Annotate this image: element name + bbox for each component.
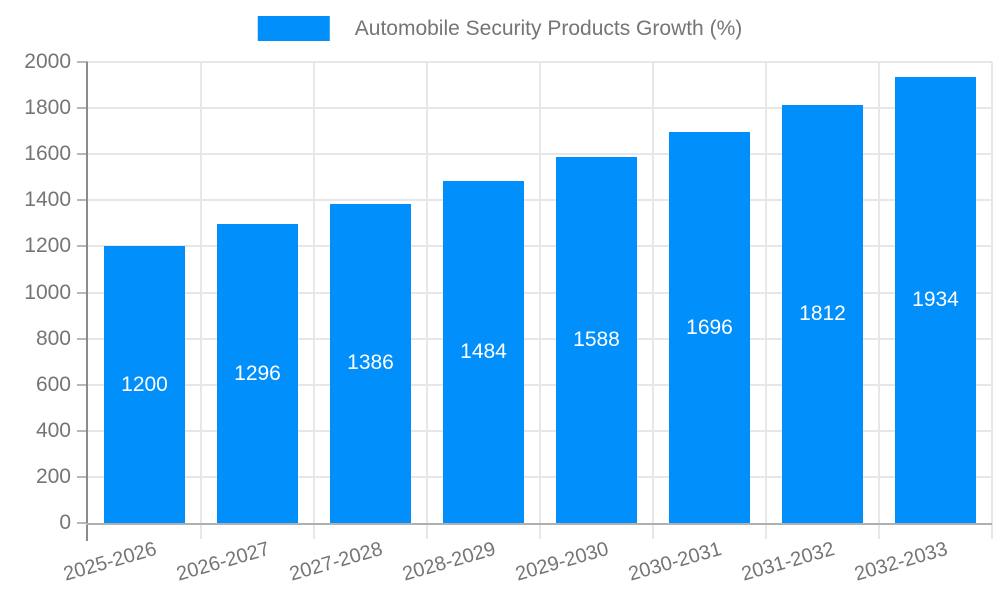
bar[interactable] bbox=[782, 105, 863, 523]
legend-swatch-icon bbox=[257, 16, 330, 41]
y-axis-label: 1800 bbox=[24, 96, 71, 120]
x-axis-line bbox=[86, 523, 992, 525]
x-axis-label: 2030-2031 bbox=[625, 538, 724, 586]
gridline-v bbox=[765, 62, 767, 539]
bar-value-label: 1386 bbox=[347, 351, 394, 375]
bar[interactable] bbox=[330, 203, 411, 523]
gridline-v bbox=[991, 62, 993, 539]
x-axis-label: 2032-2033 bbox=[851, 538, 950, 586]
gridline-v bbox=[539, 62, 541, 539]
legend-label: Automobile Security Products Growth (%) bbox=[354, 16, 743, 40]
gridline-v bbox=[313, 62, 315, 539]
y-tick bbox=[77, 429, 88, 432]
bar[interactable] bbox=[104, 246, 185, 523]
y-axis-label: 0 bbox=[59, 511, 71, 534]
x-axis-label: 2031-2032 bbox=[738, 538, 837, 586]
x-axis-label: 2026-2027 bbox=[173, 538, 272, 586]
gridline-v bbox=[426, 62, 428, 539]
y-tick bbox=[77, 383, 88, 386]
bar[interactable] bbox=[669, 132, 750, 523]
legend-item[interactable]: Automobile Security Products Growth (%) bbox=[257, 16, 743, 41]
y-axis-label: 200 bbox=[35, 464, 71, 488]
bar-value-label: 1812 bbox=[799, 302, 846, 326]
bar[interactable] bbox=[895, 77, 976, 523]
gridline-v bbox=[200, 62, 202, 539]
bar-value-label: 1696 bbox=[686, 315, 733, 339]
y-tick bbox=[77, 522, 88, 524]
x-axis-label: 2025-2026 bbox=[60, 538, 159, 586]
bar-value-label: 1296 bbox=[234, 361, 281, 385]
x-axis-label: 2028-2029 bbox=[399, 538, 498, 586]
gridline-v bbox=[652, 62, 654, 539]
y-axis-label: 1000 bbox=[24, 280, 71, 304]
y-tick bbox=[77, 245, 88, 248]
y-tick bbox=[77, 291, 88, 294]
x-axis-label: 2027-2028 bbox=[286, 538, 385, 586]
y-axis-label: 1600 bbox=[24, 142, 71, 166]
y-tick bbox=[77, 153, 88, 156]
bar[interactable] bbox=[217, 224, 298, 523]
y-axis-label: 600 bbox=[35, 372, 71, 396]
gridline-v bbox=[878, 62, 880, 539]
y-axis-label: 1400 bbox=[24, 188, 71, 212]
y-axis-label: 400 bbox=[35, 418, 71, 442]
y-axis-label: 1200 bbox=[24, 234, 71, 258]
y-axis-label: 800 bbox=[35, 326, 71, 350]
bar-value-label: 1588 bbox=[573, 327, 620, 351]
y-tick bbox=[77, 337, 88, 340]
bar-value-label: 1200 bbox=[121, 372, 168, 396]
y-axis-label: 2000 bbox=[24, 50, 71, 73]
y-tick bbox=[77, 61, 88, 63]
bar[interactable] bbox=[556, 156, 637, 523]
bar-value-label: 1484 bbox=[460, 339, 507, 363]
y-tick bbox=[77, 475, 88, 478]
y-tick bbox=[77, 199, 88, 202]
bar[interactable] bbox=[443, 180, 524, 523]
x-axis-label: 2029-2030 bbox=[512, 538, 611, 586]
y-tick bbox=[77, 107, 88, 110]
y-axis-line bbox=[86, 62, 88, 541]
bar-value-label: 1934 bbox=[912, 288, 959, 312]
